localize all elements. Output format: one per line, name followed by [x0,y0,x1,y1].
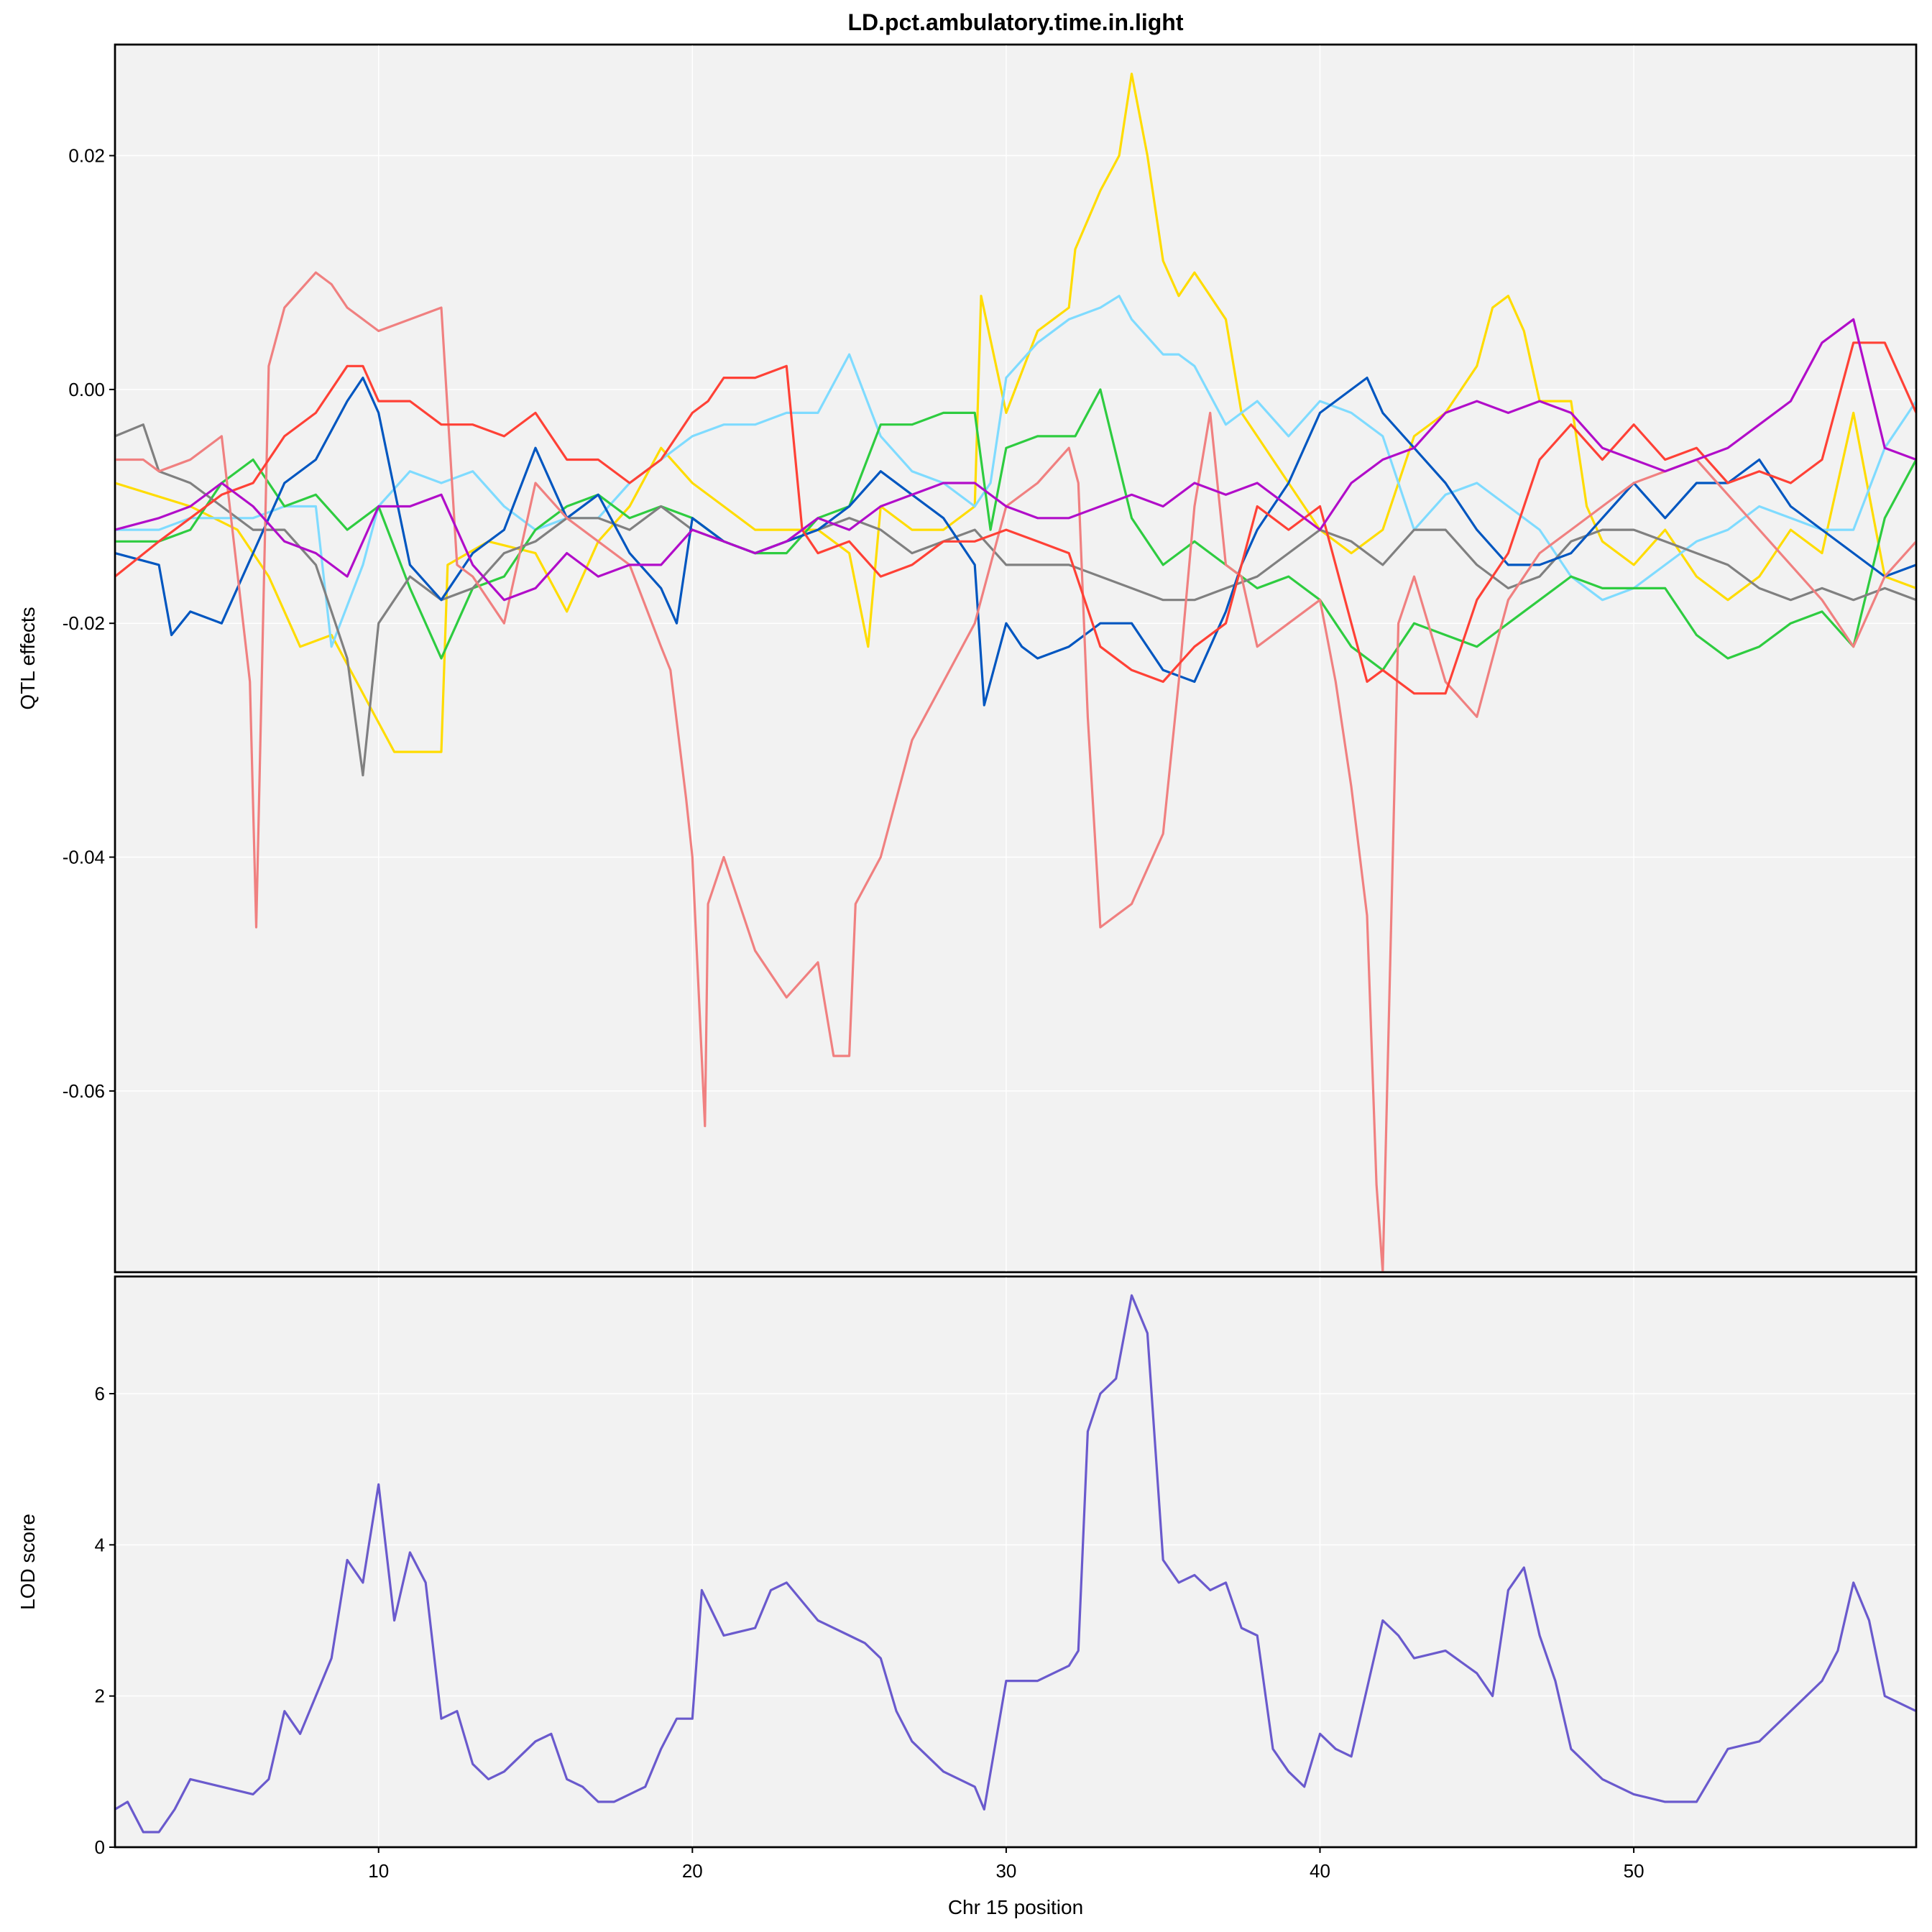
chart-title: LD.pct.ambulatory.time.in.light [848,9,1184,35]
x-tick-label: 30 [995,1860,1016,1882]
lod-y-tick-label: 2 [95,1685,105,1707]
effects-series-lightblue [115,295,1918,648]
lod-y-tick-label: 4 [95,1534,105,1555]
effects-series-red [114,341,1918,695]
x-tick-label: 50 [1624,1860,1644,1882]
lod-x-ticks: 10 20 30 40 50 [368,1847,1644,1882]
x-axis-label: Chr 15 position [948,1896,1083,1918]
effects-series-gray [114,423,1917,777]
x-tick-label: 20 [682,1860,703,1882]
x-tick-label: 10 [368,1860,389,1882]
lod-y-ticks: 0 2 4 6 [95,1383,115,1858]
effects-series [114,73,1918,1274]
lod-series [114,1294,1917,1834]
effects-y-tick-label: 0.00 [68,379,105,400]
effects-series-yellow [114,73,1917,753]
effects-frame [114,43,1918,1274]
effects-panel: 0.02 0.00 -0.02 -0.04 -0.06 QTL effects [17,43,1918,1274]
lod-plot-area [114,1275,1918,1849]
lod-y-axis-label: LOD score [17,1514,39,1610]
effects-series-green [115,388,1918,671]
effects-y-tick-label: -0.04 [63,847,105,868]
effects-series-blue [114,377,1917,707]
effects-series-purple [114,318,1917,602]
effects-plot-area [114,43,1918,1274]
effects-y-tick-label: -0.06 [63,1080,105,1102]
effects-grid [115,45,1916,1272]
effects-y-axis-label: QTL effects [17,607,39,709]
lod-series-LOD [114,1294,1917,1834]
effects-y-tick-label: -0.02 [63,612,105,634]
lod-y-tick-label: 6 [95,1383,105,1404]
effects-y-tick-label: 0.02 [68,145,105,167]
x-tick-label: 40 [1310,1860,1330,1882]
lod-panel: 0 2 4 6 10 20 30 40 50 LOD score Chr 15 positio… [17,1275,1918,1918]
lod-y-tick-label: 0 [95,1836,105,1858]
lod-frame [114,1275,1918,1849]
effects-y-ticks: 0.02 0.00 -0.02 -0.04 -0.06 [63,145,115,1102]
effects-series-salmon [115,271,1918,1274]
